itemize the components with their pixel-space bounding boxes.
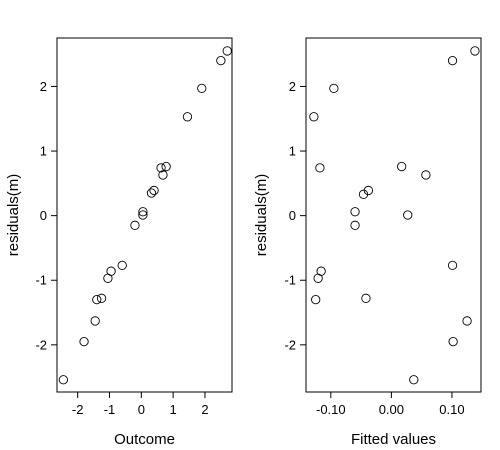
fitted-data-point (447, 55, 458, 66)
outcome-y-tick-label: -1 (35, 273, 47, 288)
outcome-y-tick-label: 1 (40, 144, 47, 159)
outcome-data-point (130, 220, 140, 230)
fitted-data-point (403, 210, 413, 220)
fitted-y-tick-label: -1 (284, 273, 296, 288)
fitted-data-point (309, 112, 319, 122)
fitted-y-axis-label: residuals(m) (253, 174, 270, 257)
outcome-data-point (156, 163, 166, 173)
outcome-residuals-panel: -2 -1 0 1 2 -2 -1 0 1 2 Outcome residuals(m) (5, 37, 233, 448)
fitted-y-tick-label: -2 (284, 337, 296, 352)
fitted-y-tick-label: 0 (289, 208, 296, 223)
fitted-x-tick-label: -0.10 (316, 402, 346, 417)
fitted-data-point (350, 207, 360, 217)
fitted-data-point (409, 375, 419, 385)
fitted-data-point (421, 170, 431, 180)
outcome-data-point (146, 188, 157, 198)
outcome-data-point (216, 55, 226, 66)
outcome-data-point (182, 112, 193, 122)
outcome-data-point (222, 46, 232, 56)
fitted-data-point (329, 83, 339, 94)
outcome-data-point (197, 83, 207, 94)
fitted-y-tick-label: 2 (289, 79, 296, 94)
fitted-data-point (313, 273, 323, 283)
outcome-data-point (138, 210, 148, 220)
outcome-y-tick-label: 0 (40, 208, 47, 223)
outcome-x-tick-label: 0 (138, 402, 145, 417)
fitted-x-tick-label: 0.10 (439, 402, 464, 417)
fitted-plot-frame (305, 37, 482, 393)
outcome-data-point (149, 185, 159, 196)
outcome-y-tick-label: -2 (35, 337, 47, 352)
outcome-data-point (58, 375, 69, 385)
fitted-x-tick-label: 0.00 (379, 402, 404, 417)
outcome-x-tick-label: -1 (104, 402, 116, 417)
fitted-data-point (397, 161, 407, 172)
fitted-data-point (315, 163, 325, 173)
outcome-y-axis-label: residuals(m) (5, 174, 22, 257)
fitted-y-tick-label: 1 (289, 144, 296, 159)
outcome-data-point (79, 336, 89, 347)
outcome-plot-frame (56, 37, 233, 393)
fitted-x-axis-label: Fitted values (351, 431, 436, 448)
outcome-data-point (158, 170, 168, 180)
outcome-data-point (92, 294, 102, 305)
outcome-x-axis-label: Outcome (114, 431, 175, 448)
fitted-data-point (462, 316, 472, 326)
fitted-data-point (447, 260, 458, 271)
outcome-data-point (96, 293, 107, 303)
outcome-data-point (106, 266, 116, 276)
fitted-data-point (363, 185, 374, 196)
fitted-data-point (361, 293, 371, 303)
fitted-data-point (470, 46, 480, 56)
outcome-x-tick-label: -2 (72, 402, 84, 417)
outcome-y-tick-label: 2 (40, 79, 47, 94)
fitted-data-point (311, 294, 321, 305)
outcome-data-point (117, 260, 127, 271)
outcome-data-point (161, 161, 171, 172)
fitted-data-point (448, 336, 458, 347)
fitted-data-point (350, 220, 360, 230)
outcome-data-point (138, 207, 148, 217)
outcome-data-point (90, 316, 100, 326)
outcome-x-tick-label: 2 (201, 402, 208, 417)
outcome-x-tick-label: 1 (170, 402, 177, 417)
